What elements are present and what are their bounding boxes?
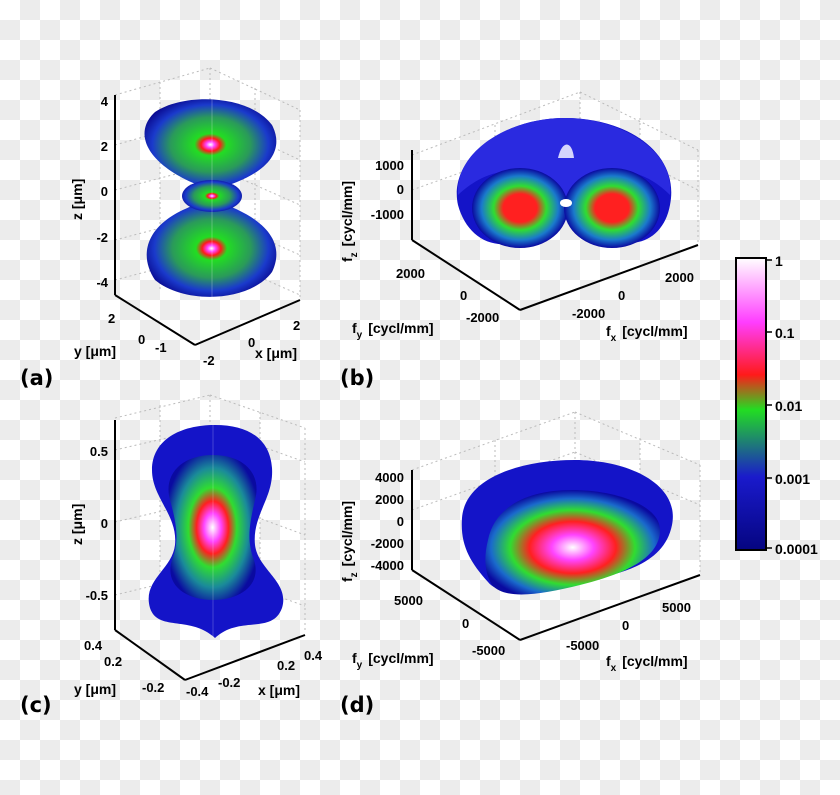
colorbar-ticks xyxy=(766,259,772,549)
panel-a-x-ticks: 2 0 -2 xyxy=(203,318,300,368)
svg-text:-0.2: -0.2 xyxy=(142,680,164,695)
panel-a: 4 2 0 -2 -4 z [μm] 2 0 -2 x [μm] 2 0 -1 … xyxy=(20,67,301,390)
svg-text:-0.5: -0.5 xyxy=(86,588,108,603)
panel-a-y-label: y [μm] xyxy=(74,343,116,359)
panel-a-z-label: z [μm] xyxy=(69,179,85,220)
panel-b-x-label: fx [cycl/mm] xyxy=(606,323,688,344)
svg-text:0.4: 0.4 xyxy=(84,638,103,653)
svg-text:5000: 5000 xyxy=(394,593,423,608)
colorbar-tick-label: 0.01 xyxy=(775,398,802,414)
svg-text:2: 2 xyxy=(293,318,300,333)
svg-text:0: 0 xyxy=(397,514,404,529)
svg-text:2000: 2000 xyxy=(375,492,404,507)
colorbar: 1 0.1 0.01 0.001 0.0001 xyxy=(735,253,818,557)
svg-text:-0.2: -0.2 xyxy=(218,675,240,690)
panel-a-label: (a) xyxy=(20,366,53,390)
svg-text:-5000: -5000 xyxy=(472,643,505,658)
panel-b-y-label: fy [cycl/mm] xyxy=(352,320,434,341)
svg-text:fy[cycl/mm]: fy [cycl/mm] xyxy=(352,320,434,341)
svg-text:-2: -2 xyxy=(96,230,108,245)
svg-text:-2000: -2000 xyxy=(371,536,404,551)
svg-text:4: 4 xyxy=(101,94,109,109)
panel-b-x-ticks: 2000 0 -2000 xyxy=(572,270,694,321)
panel-b-z-label: fz[cycl/mm] xyxy=(339,181,360,262)
svg-text:2: 2 xyxy=(101,139,108,154)
svg-text:2000: 2000 xyxy=(665,270,694,285)
svg-text:0: 0 xyxy=(101,516,108,531)
svg-text:0: 0 xyxy=(622,618,629,633)
panel-c-z-ticks: 0.5 0 -0.5 xyxy=(86,444,108,603)
panel-c-z-label: z [μm] xyxy=(69,504,85,545)
psf-lower-lobe xyxy=(146,200,277,297)
svg-text:fz[cycl/mm]: fz[cycl/mm] xyxy=(339,501,360,582)
panel-c-y-ticks: 0.4 0.2 -0.2 xyxy=(84,638,164,695)
otf-top-highlight xyxy=(558,144,574,158)
otf-right-lobe xyxy=(564,168,660,248)
psf-focus-core xyxy=(182,180,242,212)
panel-d-y-label: fy [cycl/mm] xyxy=(352,650,434,671)
svg-text:0: 0 xyxy=(101,184,108,199)
colorbar-tick-label: 0.1 xyxy=(775,325,795,341)
svg-text:-2000: -2000 xyxy=(572,306,605,321)
svg-text:0: 0 xyxy=(138,332,145,347)
svg-text:fx[cycl/mm]: fx [cycl/mm] xyxy=(606,653,688,674)
svg-text:0.2: 0.2 xyxy=(104,654,122,669)
svg-text:0: 0 xyxy=(248,335,255,350)
otf-d-core xyxy=(485,490,660,595)
panel-d-z-ticks: 4000 2000 0 -2000 -4000 xyxy=(371,470,404,573)
svg-text:-2000: -2000 xyxy=(466,310,499,325)
panel-b: 1000 0 -1000 fz[cycl/mm] 2000 0 -2000 fx… xyxy=(339,91,699,390)
panel-a-z-ticks: 4 2 0 -2 -4 xyxy=(96,94,108,290)
svg-text:-0.4: -0.4 xyxy=(186,684,209,699)
panel-d-label: (d) xyxy=(340,693,374,717)
svg-text:0.5: 0.5 xyxy=(90,444,108,459)
panel-b-z-ticks: 1000 0 -1000 xyxy=(371,158,404,222)
svg-text:0.2: 0.2 xyxy=(277,658,295,673)
svg-text:0: 0 xyxy=(460,288,467,303)
svg-text:-4: -4 xyxy=(96,275,108,290)
svg-text:-2: -2 xyxy=(203,353,215,368)
svg-text:2: 2 xyxy=(108,311,115,326)
colorbar-tick-label: 0.0001 xyxy=(775,541,818,557)
svg-text:-5000: -5000 xyxy=(566,638,599,653)
svg-text:fz[cycl/mm]: fz[cycl/mm] xyxy=(339,181,360,262)
otf-left-lobe xyxy=(472,168,568,248)
panel-a-y-ticks: 2 0 -1 xyxy=(108,311,167,355)
panel-d-x-ticks: 5000 0 -5000 xyxy=(566,600,691,653)
svg-text:2000: 2000 xyxy=(396,266,425,281)
svg-text:1000: 1000 xyxy=(375,158,404,173)
svg-text:-4000: -4000 xyxy=(371,558,404,573)
psf-upper-lobe xyxy=(144,99,277,190)
panel-c-x-ticks: 0.4 0.2 -0.2 -0.4 xyxy=(186,648,323,699)
panel-b-y-ticks: 2000 0 -2000 xyxy=(396,266,499,325)
colorbar-gradient xyxy=(735,257,767,551)
panel-d-x-label: fx [cycl/mm] xyxy=(606,653,688,674)
panel-d: 4000 2000 0 -2000 -4000 fz[cycl/mm] 5000… xyxy=(339,411,701,717)
otf-upper-shell xyxy=(457,118,671,200)
panel-c-label: (c) xyxy=(20,693,52,717)
svg-text:-1: -1 xyxy=(155,340,167,355)
svg-text:0: 0 xyxy=(397,182,404,197)
svg-text:fy[cycl/mm]: fy [cycl/mm] xyxy=(352,650,434,671)
psf-c-core xyxy=(168,455,257,600)
svg-text:-1000: -1000 xyxy=(371,207,404,222)
svg-text:0: 0 xyxy=(462,616,469,631)
panel-a-x-label: x [μm] xyxy=(255,345,297,361)
svg-text:fx[cycl/mm]: fx [cycl/mm] xyxy=(606,323,688,344)
panel-c-x-label: x [μm] xyxy=(258,682,300,698)
panel-c-y-label: y [μm] xyxy=(74,681,116,697)
panel-b-label: (b) xyxy=(340,366,374,390)
panel-c: 0.5 0 -0.5 z [μm] 0.4 0.2 -0.2 -0.4 x [μ… xyxy=(20,394,323,717)
otf-center-spot xyxy=(560,199,572,207)
colorbar-tick-label: 0.001 xyxy=(775,471,810,487)
panel-d-y-ticks: 5000 0 -5000 xyxy=(394,593,505,658)
colorbar-tick-label: 1 xyxy=(775,253,783,269)
svg-text:4000: 4000 xyxy=(375,470,404,485)
svg-text:0: 0 xyxy=(618,288,625,303)
svg-text:0.4: 0.4 xyxy=(304,648,323,663)
svg-text:5000: 5000 xyxy=(662,600,691,615)
panel-d-z-label: fz[cycl/mm] xyxy=(339,501,360,582)
